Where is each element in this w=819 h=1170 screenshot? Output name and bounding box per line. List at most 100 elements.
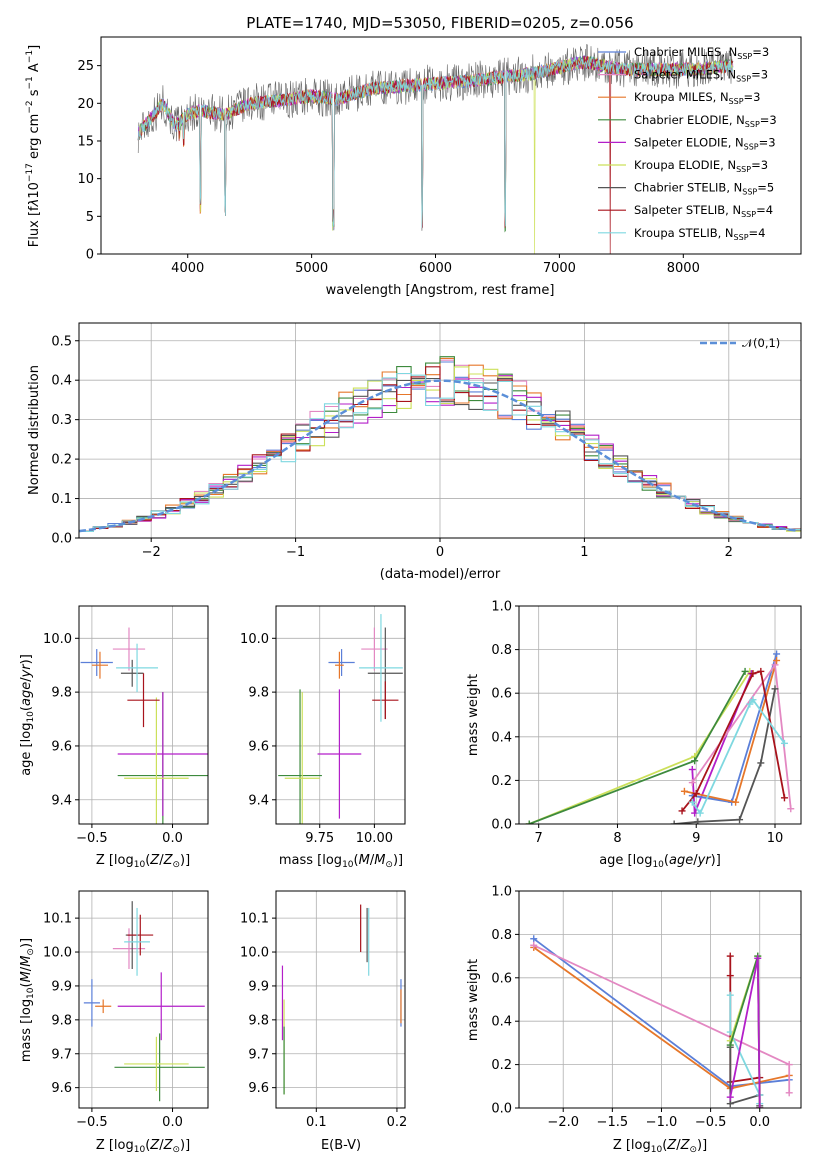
legend-label-sub: SSP [734,233,749,242]
y-tick-label: 0.6 [491,687,512,702]
panel-frame [518,890,802,1109]
legend-label-sub: SSP [737,52,752,61]
y-tick-label: 9.6 [248,1081,269,1096]
x-tick-label: 7 [535,831,543,846]
legend-label-main: Salpeter MILES, N [634,68,736,82]
x-tick-label: 0 [436,545,444,560]
y-tick-label: 9.8 [248,686,269,701]
legend-label-count: =4 [749,226,766,240]
x-tick-label: 0.0 [162,1115,183,1130]
legend-label-main: Kroupa STELIB, N [634,226,734,240]
legend-label-main: Kroupa MILES, N [634,90,729,104]
errorbar-kroupa-miles [95,999,112,1014]
y-tick-label: 0.4 [491,1015,512,1030]
legend-label-main: Chabrier STELIB, N [634,181,742,195]
errorbar-salpeter-elodie [317,689,362,819]
age-vs-mass-panel: 9.75 10.00 9.4 9.6 9.8 10.0 [240,605,406,846]
p6-xlabel: Z [log10(Z/Z⊙)] [96,1138,190,1155]
legend-entry-salpeter-elodie: Salpeter ELODIE, NSSP=3 [598,135,776,151]
panel-frame [518,605,802,825]
y-tick-label: 0 [86,248,94,263]
legend-label-count: =5 [757,181,774,195]
weight-marker [726,1041,734,1049]
x-tick-label: 2 [725,545,733,560]
spectrum-ylabel-main: Flux [f [27,206,42,247]
x-tick-label: −2.0 [547,1115,579,1130]
legend-label-main: Salpeter STELIB, N [634,203,741,217]
weight-marker [726,991,734,999]
weight-marker [688,779,696,787]
y-tick-label: 20 [77,97,94,112]
errorbar-kroupa-elodie [284,692,320,824]
p6-xlabel-main: Z [log [96,1138,134,1153]
errorbar-salpeter-miles [112,627,146,671]
weight-marker [780,739,788,747]
weight-marker [787,805,795,813]
weight-marker [688,798,696,806]
weight-line-chabrier-elodie [528,670,746,824]
errorbar-chabrier-miles [83,979,100,1027]
legend-entry-salpeter-stelib: Salpeter STELIB, NSSP=4 [598,203,773,219]
weight-marker [726,972,734,980]
y-tick-label: 0.0 [51,532,72,547]
spectrum-xlabel: wavelength [Angstrom, rest frame] [326,283,555,298]
x-tick-label: 0.0 [162,831,183,846]
y-tick-label: 9.8 [248,1013,269,1028]
y-tick-label: 0.4 [51,374,72,389]
weight-marker [754,954,762,962]
residual-xlabel: (data-model)/error [380,567,501,582]
errorbar-kroupa-stelib [116,643,159,693]
x-tick-label: 9 [692,831,700,846]
legend-label-count: =3 [751,158,768,172]
errorbar-chabrier-miles [328,649,355,676]
weight-marker [773,650,781,658]
weight-lines [525,650,795,824]
age-vs-metallicity-panel: −0.5 0.0 9.4 9.6 9.8 10.0 [43,605,209,846]
histogram-kroupa-stelib [79,372,801,532]
y-tick-label: 10.0 [240,946,269,961]
y-tick-label: 0.6 [491,971,512,986]
x-tick-label: −1.5 [597,1115,629,1130]
x-tick-label: 5000 [295,261,328,276]
y-tick-label: 10.0 [43,946,72,961]
p5-xlabel-main: age [log [599,853,652,868]
legend-label-sub: SSP [736,165,751,174]
y-tick-label: 9.7 [51,1047,72,1062]
x-tick-label: 0.2 [387,1115,408,1130]
y-tick-label: 1.0 [491,600,512,615]
legend-entry-salpeter-miles: Salpeter MILES, NSSP=3 [598,68,768,84]
weight-marker [678,807,686,815]
weight-marker [749,670,757,678]
weight-marker [771,685,779,693]
panel-frame [78,890,209,1109]
weight-marker [757,759,765,767]
weight-marker [741,667,749,675]
weight-marker [785,1089,793,1097]
x-tick-label: −1 [286,545,305,560]
weight-marker [726,1100,734,1108]
errorbar-kroupa-miles [91,651,109,679]
legend-label: Kroupa STELIB, NSSP=4 [634,226,765,242]
legend-label: Chabrier STELIB, NSSP=5 [634,181,774,197]
panel-frame [275,605,406,825]
legend-label-count: =3 [752,45,769,59]
weight-marker [688,766,696,773]
weight-marker [680,787,688,795]
p4-xlabel-main: mass [log [279,853,342,868]
weight-marker [756,1104,764,1108]
weight-marker [773,657,781,664]
y-tick-label: 9.6 [248,739,269,754]
p8-xlabel: Z [log10(Z/Z⊙)] [613,1138,707,1155]
y-tick-label: 0.4 [491,730,512,745]
y-tick-label: 0.2 [491,774,512,789]
errorbar-marks [278,614,403,824]
legend-label: Salpeter MILES, NSSP=3 [634,68,768,84]
legend-label-main: Salpeter ELODIE, N [634,135,744,149]
weight-marker [771,661,779,669]
weight-marker [726,1093,734,1101]
p5-xlabel: age [log10(age/yr)] [599,853,721,870]
legend-label: Chabrier ELODIE, NSSP=3 [634,113,777,129]
legend-entry-kroupa-elodie: Kroupa ELODIE, NSSP=3 [598,158,768,174]
y-tick-label: 9.6 [51,1081,72,1096]
